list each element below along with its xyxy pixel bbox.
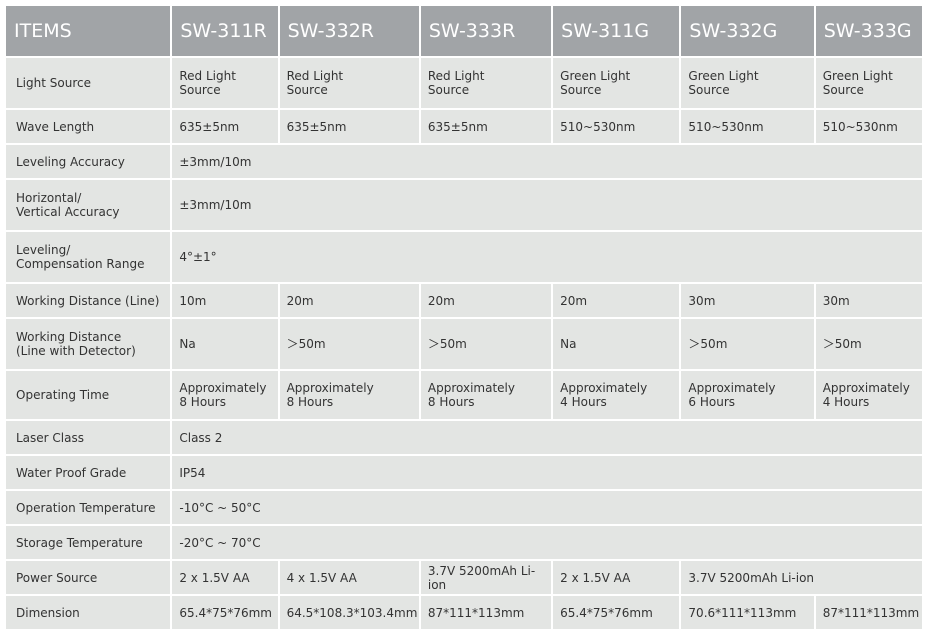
- table-cell: Na: [172, 319, 278, 369]
- table-cell: 65.4*75*76mm: [553, 596, 680, 629]
- table-cell: 3.7V 5200mAh Li-ion: [420, 561, 552, 594]
- row-label: Laser Class: [6, 421, 171, 454]
- table-row: Leveling/Compensation Range 4°±1°: [6, 232, 922, 282]
- table-row: Operating Time Approximately 8 Hours Approx…: [6, 371, 922, 419]
- table-row: Working Distance (Line with Detector) Na ＞5…: [6, 319, 922, 369]
- model-header: SW-333R: [420, 6, 552, 56]
- table-cell: Approximately 8 Hours: [420, 371, 552, 419]
- table-cell: 635±5nm: [279, 110, 419, 143]
- items-header: ITEMS: [6, 6, 171, 56]
- table-cell: Approximately 4 Hours: [553, 371, 680, 419]
- table-cell: Red Light Source: [172, 58, 278, 108]
- row-label: Storage Temperature: [6, 526, 171, 559]
- table-cell: 2 x 1.5V AA: [172, 561, 278, 594]
- table-cell: 510~530nm: [681, 110, 814, 143]
- table-row: Dimension 65.4*75*76mm 64.5*108.3*103.4mm 8…: [6, 596, 922, 629]
- table-cell: 2 x 1.5V AA: [553, 561, 680, 594]
- table-cell: ＞50m: [815, 319, 922, 369]
- table-cell: Red Light Source: [279, 58, 419, 108]
- row-label: Working Distance (Line with Detector): [6, 319, 171, 369]
- row-label: Leveling/Compensation Range: [6, 232, 171, 282]
- table-cell: ＞50m: [420, 319, 552, 369]
- table-cell: 70.6*111*113mm: [681, 596, 814, 629]
- row-label: Operation Temperature: [6, 491, 171, 524]
- table-cell: -10°C ~ 50°C: [172, 491, 922, 524]
- table-cell: 20m: [420, 284, 552, 317]
- table-cell: Approximately 6 Hours: [681, 371, 814, 419]
- table-cell: Green Light Source: [815, 58, 922, 108]
- table-cell: ±3mm/10m: [172, 145, 922, 178]
- model-header: SW-332R: [279, 6, 419, 56]
- table-cell: 87*111*113mm: [420, 596, 552, 629]
- table-cell: 635±5nm: [420, 110, 552, 143]
- table-cell: 64.5*108.3*103.4mm: [279, 596, 419, 629]
- table-cell: ＞50m: [681, 319, 814, 369]
- row-label: Light Source: [6, 58, 171, 108]
- table-cell: 635±5nm: [172, 110, 278, 143]
- table-cell: 510~530nm: [553, 110, 680, 143]
- table-cell: 4°±1°: [172, 232, 922, 282]
- model-header: SW-333G: [815, 6, 922, 56]
- table-row: Horizontal/Vertical Accuracy ±3mm/10m: [6, 180, 922, 230]
- model-header: SW-332G: [681, 6, 814, 56]
- table-cell: 30m: [681, 284, 814, 317]
- table-cell: 4 x 1.5V AA: [279, 561, 419, 594]
- row-label: Water Proof Grade: [6, 456, 171, 489]
- table-row: Water Proof Grade IP54: [6, 456, 922, 489]
- spec-table: ITEMS SW-311R SW-332R SW-333R SW-311G SW-332G…: [4, 4, 924, 631]
- table-cell: Class 2: [172, 421, 922, 454]
- table-cell: ＞50m: [279, 319, 419, 369]
- row-label: Wave Length: [6, 110, 171, 143]
- table-cell: Green Light Source: [681, 58, 814, 108]
- table-cell: 510~530nm: [815, 110, 922, 143]
- table-cell: 10m: [172, 284, 278, 317]
- table-cell: Approximately 4 Hours: [815, 371, 922, 419]
- row-label: Dimension: [6, 596, 171, 629]
- table-cell: Red Light Source: [420, 58, 552, 108]
- table-cell: 20m: [553, 284, 680, 317]
- row-label: Horizontal/Vertical Accuracy: [6, 180, 171, 230]
- table-row: Wave Length 635±5nm 635±5nm 635±5nm 510~530n…: [6, 110, 922, 143]
- model-header: SW-311G: [553, 6, 680, 56]
- table-row: Power Source 2 x 1.5V AA 4 x 1.5V AA 3.7V 5…: [6, 561, 922, 594]
- row-label: Leveling Accuracy: [6, 145, 171, 178]
- table-row: Working Distance (Line) 10m 20m 20m 20m 30m 30…: [6, 284, 922, 317]
- table-cell: Approximately 8 Hours: [279, 371, 419, 419]
- table-row: Leveling Accuracy ±3mm/10m: [6, 145, 922, 178]
- table-cell: 87*111*113mm: [815, 596, 922, 629]
- row-label: Working Distance (Line): [6, 284, 171, 317]
- table-cell: Na: [553, 319, 680, 369]
- table-cell: 65.4*75*76mm: [172, 596, 278, 629]
- table-cell: Approximately 8 Hours: [172, 371, 278, 419]
- table-row: Laser Class Class 2: [6, 421, 922, 454]
- table-cell: 30m: [815, 284, 922, 317]
- row-label: Power Source: [6, 561, 171, 594]
- table-cell: 20m: [279, 284, 419, 317]
- table-cell: IP54: [172, 456, 922, 489]
- table-row: Storage Temperature -20°C ~ 70°C: [6, 526, 922, 559]
- row-label: Operating Time: [6, 371, 171, 419]
- table-cell: ±3mm/10m: [172, 180, 922, 230]
- model-header: SW-311R: [172, 6, 278, 56]
- table-row: Light Source Red Light Source Red Light Sour…: [6, 58, 922, 108]
- table-cell: 3.7V 5200mAh Li-ion: [681, 561, 922, 594]
- table-cell: -20°C ~ 70°C: [172, 526, 922, 559]
- table-cell: Green Light Source: [553, 58, 680, 108]
- header-row: ITEMS SW-311R SW-332R SW-333R SW-311G SW-332G…: [6, 6, 922, 56]
- table-row: Operation Temperature -10°C ~ 50°C: [6, 491, 922, 524]
